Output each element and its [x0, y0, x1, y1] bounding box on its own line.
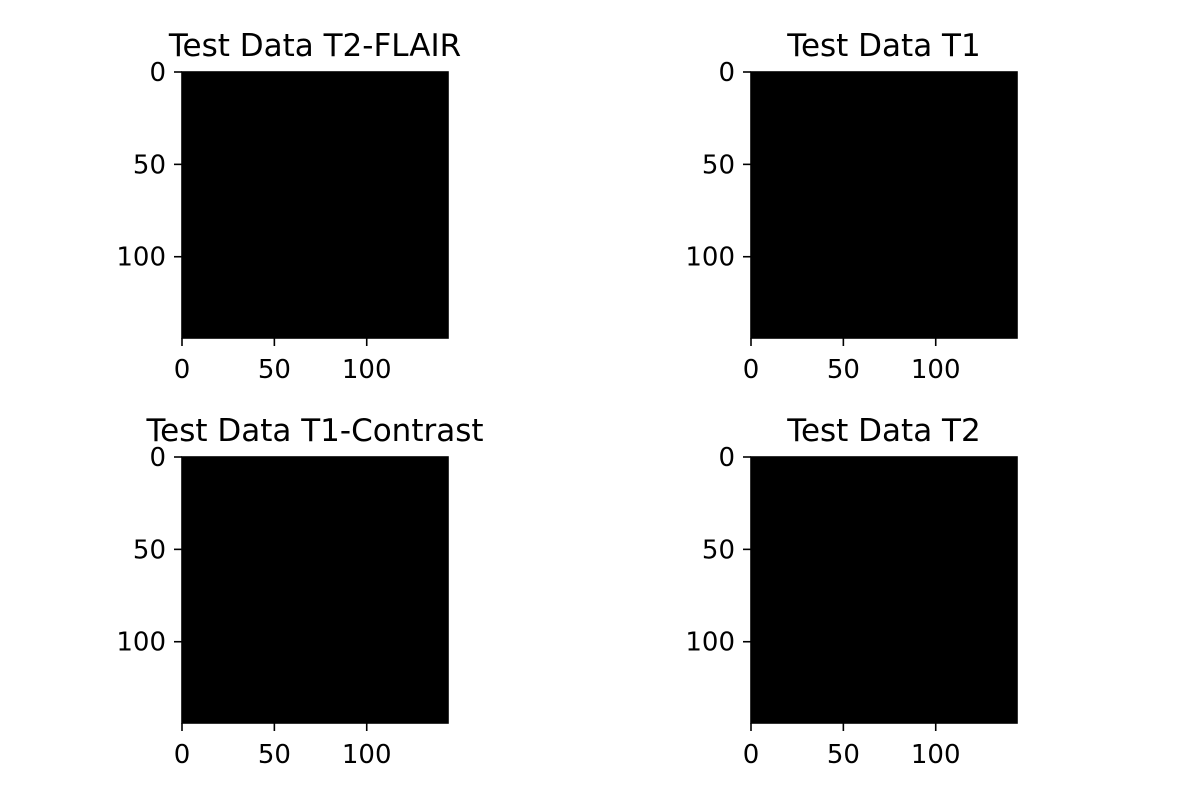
subplot-title: Test Data T2-FLAIR: [168, 28, 461, 64]
y-tick-label: 50: [133, 150, 166, 180]
axes-frame: [181, 456, 449, 724]
x-tick-label: 0: [174, 740, 191, 770]
y-tick-label: 100: [685, 243, 735, 273]
subplot-t2: Test Data T2 0 50 100 0 50 100: [685, 413, 1018, 770]
y-tick-label: 50: [133, 535, 166, 565]
y-tick-label: 0: [718, 58, 735, 88]
subplot-t1-contrast: Test Data T1-Contrast 0 50 100 0 50 100: [116, 413, 483, 770]
image-area: [182, 457, 448, 723]
x-tick-label: 100: [911, 740, 961, 770]
x-tick-label: 100: [342, 355, 392, 385]
x-tick-label: 50: [827, 355, 860, 385]
x-tick-label: 50: [258, 355, 291, 385]
subplot-title: Test Data T2: [786, 413, 980, 449]
axes-frame: [750, 456, 1018, 724]
image-area: [751, 72, 1017, 338]
axes-frame: [181, 71, 449, 339]
x-tick-label: 0: [743, 740, 760, 770]
axes-frame: [750, 71, 1018, 339]
x-tick-label: 50: [827, 740, 860, 770]
x-tick-label: 0: [743, 355, 760, 385]
subplot-title: Test Data T1: [786, 28, 980, 64]
y-tick-label: 0: [149, 443, 166, 473]
subplot-t2-flair: Test Data T2-FLAIR 0 50 100 0 50 100: [116, 28, 461, 385]
y-tick-label: 0: [718, 443, 735, 473]
subplot-title: Test Data T1-Contrast: [145, 413, 483, 449]
x-tick-label: 100: [911, 355, 961, 385]
y-tick-label: 100: [685, 628, 735, 658]
y-tick-label: 50: [702, 150, 735, 180]
image-area: [751, 457, 1017, 723]
y-tick-label: 0: [149, 58, 166, 88]
x-tick-label: 0: [174, 355, 191, 385]
subplot-t1: Test Data T1 0 50 100 0 50 100: [685, 28, 1018, 385]
y-tick-label: 50: [702, 535, 735, 565]
image-area: [182, 72, 448, 338]
x-tick-label: 100: [342, 740, 392, 770]
x-tick-label: 50: [258, 740, 291, 770]
y-tick-label: 100: [116, 628, 166, 658]
y-tick-label: 100: [116, 243, 166, 273]
